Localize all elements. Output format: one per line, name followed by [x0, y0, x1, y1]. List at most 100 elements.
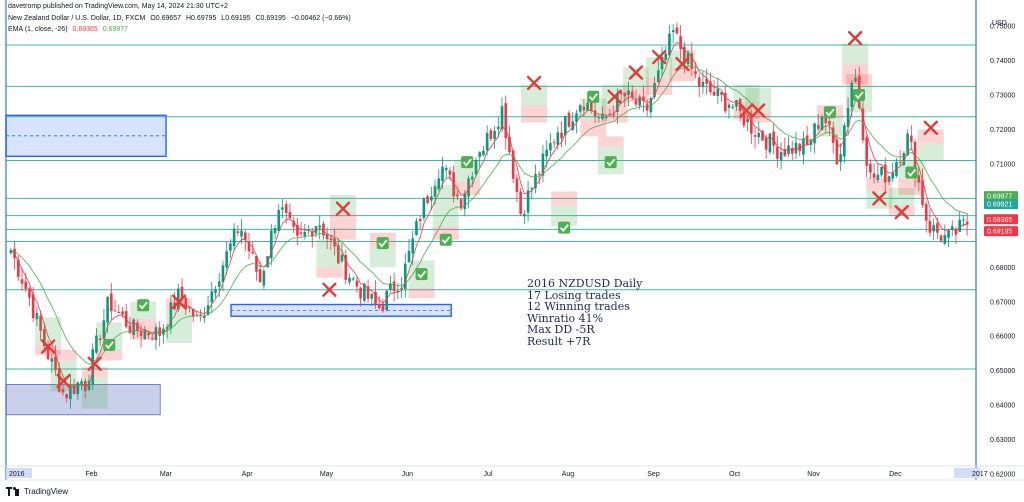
candle-body: [660, 56, 664, 70]
candle: [322, 221, 325, 240]
price-tick-label: 0.72000: [990, 127, 1015, 134]
candle-body: [83, 380, 87, 392]
candle: [28, 286, 31, 307]
candle: [482, 145, 485, 157]
candle-body: [98, 338, 102, 341]
time-tick-label: 2017: [972, 471, 988, 478]
candle: [504, 95, 508, 150]
candle: [671, 24, 675, 44]
candle-body: [478, 152, 481, 157]
candle-body: [177, 288, 180, 310]
losing-trade: [745, 88, 772, 123]
candle: [456, 190, 459, 201]
candle: [519, 187, 522, 216]
candle: [124, 303, 128, 329]
candle-body: [965, 221, 969, 225]
candle-body: [102, 320, 106, 339]
trade-target-zone: [842, 43, 869, 64]
candle: [530, 186, 534, 200]
tradingview-footer[interactable]: TradingView: [6, 487, 68, 496]
candle-body: [329, 238, 333, 241]
candle-body: [199, 314, 202, 316]
candle: [742, 106, 746, 129]
win-check-icon: [587, 90, 600, 103]
candle: [310, 227, 314, 248]
candle-body: [9, 250, 13, 254]
time-axis-highlight: [6, 468, 32, 478]
time-tick-label: May: [320, 471, 334, 478]
candle-body: [489, 130, 493, 140]
candle: [723, 85, 727, 114]
candle: [76, 380, 80, 400]
candle: [794, 132, 798, 160]
currency-label[interactable]: USD: [992, 20, 1007, 27]
candle-body: [243, 232, 247, 240]
win-check-icon: [853, 88, 866, 101]
trades-layer: [35, 30, 944, 409]
candle: [575, 109, 578, 134]
candle: [337, 238, 340, 264]
candle-body: [653, 82, 656, 97]
candle-body: [712, 91, 716, 96]
candle-body: [310, 231, 314, 237]
candle-body: [924, 203, 928, 221]
candle: [537, 171, 541, 185]
price-tag-label: 0.69365: [987, 217, 1012, 224]
candle-body: [575, 113, 578, 122]
winning-trade: [846, 74, 873, 113]
candle: [136, 319, 139, 338]
trade-stop-zone: [96, 350, 123, 361]
candle-body: [262, 270, 266, 286]
time-axis: 2016 Feb Mar Apr May Jun Jul Aug Sep Oct Nov Dec 201…: [6, 468, 988, 478]
candle-body: [430, 196, 433, 201]
candle: [444, 165, 448, 178]
candle: [690, 42, 694, 77]
candle: [363, 282, 366, 303]
trade-stop-zone: [454, 181, 481, 195]
candle-body: [158, 327, 161, 336]
candle: [601, 106, 604, 121]
candle-body: [80, 381, 83, 384]
losing-trade: [917, 120, 944, 161]
candle-body: [389, 283, 392, 290]
candle-body: [24, 281, 28, 289]
candle-body: [638, 96, 641, 106]
candle: [236, 225, 240, 236]
candle-body: [943, 235, 947, 244]
candle: [381, 298, 385, 313]
candle-body: [865, 137, 868, 166]
candle-body: [28, 288, 31, 298]
candle-body: [950, 226, 954, 230]
candle: [939, 234, 943, 243]
candle-body: [828, 120, 831, 125]
win-check-icon: [415, 268, 428, 281]
candle: [87, 374, 91, 392]
losing-trade: [866, 177, 893, 209]
candle-body: [511, 150, 515, 179]
candle-body: [165, 327, 169, 329]
candle: [508, 125, 511, 155]
candle: [95, 328, 98, 354]
candle: [928, 209, 932, 237]
trade-target-zone: [816, 119, 843, 137]
trade-target-zone: [369, 246, 396, 268]
summary-line: Max DD -5R: [527, 323, 595, 336]
candle-body: [459, 199, 463, 209]
candle: [746, 114, 749, 131]
candle: [493, 125, 496, 149]
candle-body: [772, 131, 775, 146]
candle-body: [411, 238, 415, 254]
candle: [861, 98, 865, 144]
candle: [657, 59, 660, 84]
candle-body: [530, 188, 534, 190]
candle-body: [545, 149, 548, 157]
candle-body: [333, 238, 336, 247]
candle: [787, 136, 790, 157]
candle-body: [709, 81, 712, 92]
candle-body: [679, 36, 682, 49]
time-tick-label: Nov: [807, 471, 820, 478]
candle-body: [359, 287, 362, 299]
indicator-line[interactable]: EMA (1, close, -26) 0.69365 0.69977: [8, 26, 131, 33]
candle: [314, 226, 318, 238]
